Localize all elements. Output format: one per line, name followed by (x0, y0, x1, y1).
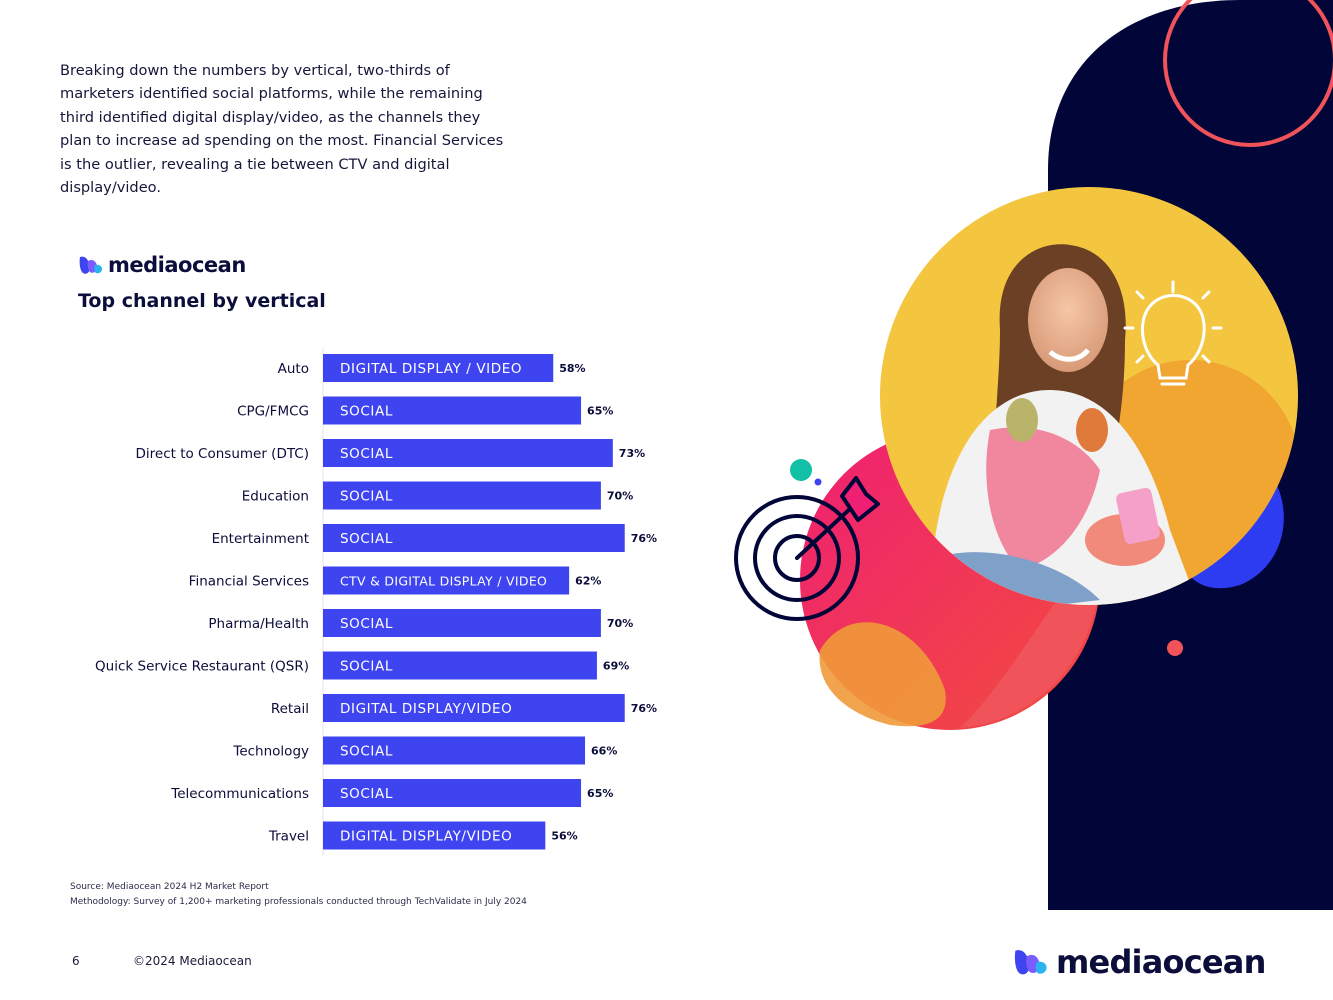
bar (323, 566, 570, 595)
bar (323, 779, 582, 807)
category-label: Travel (268, 829, 309, 845)
mediaocean-wordmark: mediaocean (108, 253, 246, 277)
intro-paragraph: Breaking down the numbers by vertical, t… (60, 62, 504, 197)
bar (323, 821, 546, 850)
category-label: Pharma/Health (208, 616, 309, 632)
category-label: CPG/FMCG (237, 404, 309, 420)
value-label: 76% (631, 702, 657, 715)
bar-channel-label: DIGITAL DISPLAY/VIDEO (340, 829, 512, 845)
bar (323, 694, 625, 722)
value-label: 56% (551, 830, 577, 843)
bar-channel-label: SOCIAL (340, 744, 393, 760)
methodology-line: Methodology: Survey of 1,200+ marketing … (70, 897, 527, 907)
teal-dot (790, 459, 812, 481)
coral-dot (1167, 640, 1183, 656)
category-label: Financial Services (189, 574, 309, 590)
value-label: 70% (607, 490, 633, 503)
value-label: 65% (587, 405, 613, 418)
target-icon (734, 476, 880, 621)
category-label: Technology (232, 744, 309, 760)
bar-channel-label: SOCIAL (340, 446, 393, 462)
bar (323, 354, 554, 382)
bar-channel-label: SOCIAL (340, 786, 393, 802)
coral-ring (1163, 0, 1333, 147)
value-label: 58% (559, 362, 585, 375)
value-label: 70% (607, 617, 633, 630)
value-label: 69% (603, 660, 629, 673)
category-label: Retail (271, 701, 309, 717)
bar-channel-label: SOCIAL (340, 404, 393, 420)
category-label: Auto (278, 361, 309, 377)
copyright: ©2024 Mediaocean (133, 954, 252, 968)
mediaocean-wordmark: mediaocean (1056, 943, 1266, 981)
bar (323, 481, 601, 510)
value-label: 62% (575, 575, 601, 588)
category-label: Telecommunications (170, 786, 309, 802)
bar-channel-label: CTV & DIGITAL DISPLAY / VIDEO (340, 574, 547, 589)
bar (323, 609, 601, 637)
category-label: Entertainment (212, 531, 309, 547)
bar (323, 439, 613, 467)
mediaocean-logo-icon (79, 256, 102, 274)
bar-channel-label: DIGITAL DISPLAY / VIDEO (340, 361, 522, 377)
value-label: 73% (619, 447, 645, 460)
category-label: Quick Service Restaurant (QSR) (95, 659, 309, 675)
lightbulb-icon (1123, 280, 1223, 386)
source-line: Source: Mediaocean 2024 H2 Market Report (70, 882, 269, 892)
value-label: 76% (631, 532, 657, 545)
bar-channel-label: SOCIAL (340, 489, 393, 505)
blue-dot (814, 478, 822, 486)
magenta-blob (800, 430, 1100, 730)
value-label: 65% (587, 787, 613, 800)
bar-channel-label: SOCIAL (340, 616, 393, 632)
bar (323, 651, 597, 680)
footer-logo: mediaocean (1012, 942, 1266, 982)
bar-chart: Auto DIGITAL DISPLAY / VIDEO 58% CPG/FMCG SO… (95, 348, 657, 856)
bar (323, 736, 586, 765)
bar (323, 524, 625, 552)
bar-channel-label: SOCIAL (340, 531, 393, 547)
bar-channel-label: DIGITAL DISPLAY/VIDEO (340, 701, 512, 717)
blue-blob (1177, 440, 1284, 589)
chart-marks: Auto DIGITAL DISPLAY / VIDEO 58% CPG/FMCG SO… (95, 348, 657, 856)
value-label: 66% (591, 745, 617, 758)
yellow-circle (880, 187, 1298, 605)
source-notes: Source: Mediaocean 2024 H2 Market Report… (70, 880, 527, 910)
person-photo (930, 244, 1298, 605)
navy-panel (1048, 0, 1333, 910)
category-label: Direct to Consumer (DTC) (136, 446, 310, 462)
bar (323, 396, 582, 425)
bar-channel-label: SOCIAL (340, 659, 393, 675)
chart-title: Top channel by vertical (78, 290, 326, 312)
mediaocean-logo-icon (1014, 950, 1047, 975)
page-number: 6 (72, 954, 80, 968)
mediaocean-logo: mediaocean (78, 252, 246, 278)
category-label: Education (242, 489, 309, 505)
